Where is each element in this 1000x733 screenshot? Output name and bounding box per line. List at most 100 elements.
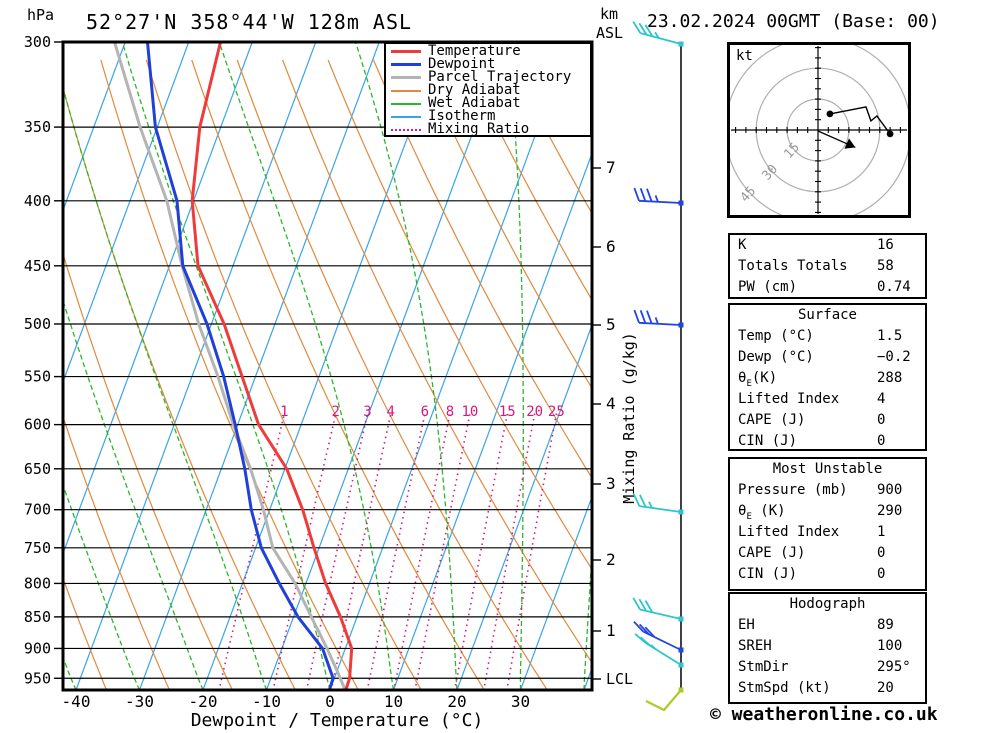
- row-value: 1: [877, 524, 886, 540]
- isotherm-line: [63, 42, 253, 556]
- temperature-curve: [190, 42, 354, 690]
- table-row: CIN (J) 0: [730, 564, 925, 585]
- table-row: θE(K) 288: [730, 368, 925, 389]
- background-lines: [0, 42, 725, 691]
- wind-barb-feather: [650, 644, 657, 651]
- surface-wind-symbol: [645, 689, 682, 712]
- info-box-most-unstable: Most Unstable Pressure (mb) 900 θE (K) 290 Li…: [728, 457, 927, 591]
- dry-adiabat-line: [646, 60, 725, 691]
- km-tick-label: 2: [606, 550, 616, 569]
- row-value: 4: [877, 391, 886, 407]
- legend-item: Dewpoint: [386, 56, 590, 72]
- wind-barb-feather: [644, 600, 654, 613]
- table-row: PW (cm) 0.74: [730, 277, 925, 298]
- wind-barb-feather: [632, 21, 642, 34]
- isotherm-line: [0, 42, 62, 690]
- table-row: θE (K) 290: [730, 501, 925, 522]
- isotherm-line: [519, 495, 592, 690]
- km-tick-label: 1: [606, 621, 616, 640]
- isotherm-line: [63, 42, 126, 212]
- table-row: StmSpd (kt) 20: [730, 678, 925, 699]
- dry-adiabat-line: [63, 415, 171, 690]
- wind-barb-shaft: [639, 505, 682, 513]
- legend-label: Temperature: [428, 43, 521, 59]
- hodograph-ring-label: 15: [781, 140, 803, 162]
- table-header: Surface: [797, 307, 857, 323]
- table-row: StmDir 295°: [730, 657, 925, 678]
- legend-swatch-solid: [391, 115, 421, 118]
- wind-barb-feather: [639, 310, 647, 324]
- table-row: Lifted Index 1: [730, 522, 925, 543]
- dewpoint-curve: [146, 42, 335, 690]
- isotherm-line: [392, 151, 592, 690]
- isotherm-line: [329, 42, 571, 690]
- mixing-ratio-value-label: 3: [363, 404, 371, 420]
- row-value: 100: [877, 638, 903, 654]
- pressure-tick-label: 950: [24, 669, 51, 687]
- info-box-surface: Surface Temp (°C) 1.5 Dewp (°C) −0.2 θE(K) 288…: [728, 303, 927, 451]
- wind-barb: [633, 187, 684, 206]
- asl-axis-unit: ASL: [596, 24, 624, 42]
- row-value: 290: [877, 503, 903, 519]
- row-label: SREH: [738, 638, 772, 654]
- wind-barb: [633, 621, 684, 653]
- wind-barb-dot: [678, 662, 684, 668]
- legend-swatch-dotted: [391, 128, 421, 131]
- mixing-ratio-value-label: 1: [280, 404, 288, 420]
- wind-barb-feather: [639, 188, 647, 202]
- surface-wind-dot: [678, 687, 684, 693]
- row-value: −0.2: [877, 349, 911, 365]
- legend-label: Mixing Ratio: [428, 121, 530, 137]
- hodograph-frame: [727, 42, 911, 218]
- wind-barb-shaft: [642, 630, 682, 651]
- wind-barb-feather: [633, 309, 640, 324]
- table-row: Dewp (°C) −0.2: [730, 347, 925, 368]
- mixing-ratio-value-label: 15: [499, 404, 516, 420]
- hodograph-ring-label: 45: [738, 184, 760, 206]
- legend-label: Parcel Trajectory: [428, 69, 572, 85]
- temp-tick-label: -40: [62, 692, 91, 711]
- dry-adiabat-line: [372, 59, 592, 480]
- dry-adiabat-line: [463, 59, 592, 302]
- temp-tick-label: -10: [252, 692, 281, 711]
- row-label: K: [738, 237, 747, 253]
- pressure-tick-label: 500: [24, 315, 51, 333]
- pressure-tick-label: 550: [24, 368, 51, 386]
- dry-adiabat-line: [63, 85, 297, 690]
- row-value: 89: [877, 617, 894, 633]
- wind-barb-feather: [644, 24, 654, 37]
- storm-motion-arrowhead: [844, 138, 856, 149]
- row-value: 0.74: [877, 279, 911, 295]
- wind-barb: [633, 309, 684, 328]
- row-value: 0: [877, 412, 886, 428]
- table-row: CAPE (J) 0: [730, 543, 925, 564]
- wet-adiabat-line: [63, 483, 141, 690]
- isotherm-line: [265, 42, 507, 690]
- hodograph-trace: [829, 106, 891, 135]
- mixing-ratio-line: [330, 413, 392, 690]
- row-label: CAPE (J): [738, 412, 806, 428]
- isotherm-line: [583, 666, 592, 690]
- row-label: StmDir: [738, 659, 789, 675]
- table-row: CIN (J) 0: [730, 431, 925, 452]
- wind-barb-dot: [678, 200, 684, 206]
- wind-barb-feather: [633, 621, 644, 633]
- wind-barb-dot: [678, 647, 684, 653]
- parcel-curve: [113, 42, 347, 690]
- temp-tick-label: -20: [189, 692, 218, 711]
- row-value: 900: [877, 482, 903, 498]
- wind-barb-feather: [654, 317, 659, 325]
- station-title: 52°27'N 358°44'W 128m ASL: [86, 10, 413, 34]
- wind-barb-feather: [646, 310, 653, 324]
- dry-adiabat-line: [236, 59, 548, 690]
- pressure-tick-label: 450: [24, 257, 51, 275]
- table-header: Hodograph: [789, 596, 866, 612]
- table-row: Lifted Index 4: [730, 389, 925, 410]
- legend-label: Dewpoint: [428, 56, 496, 72]
- wind-barb-feather: [632, 493, 641, 507]
- dry-adiabat-line: [554, 59, 592, 130]
- wind-barb: [634, 633, 684, 668]
- table-row: Temp (°C) 1.5: [730, 326, 925, 347]
